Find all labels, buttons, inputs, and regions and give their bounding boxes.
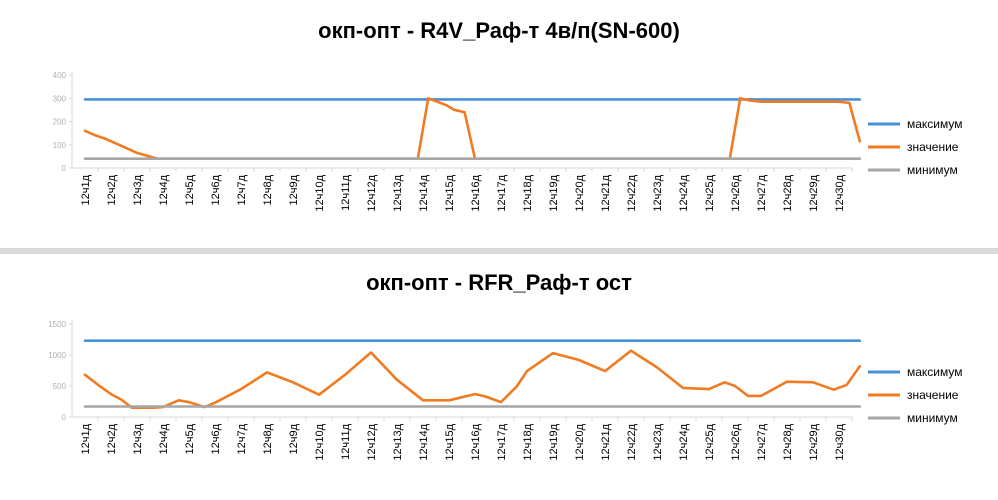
x-tick-label: 12ч7д [236,423,248,454]
x-tick-label: 12ч24д [678,174,690,211]
x-tick-label: 12ч27д [756,423,768,460]
legend-label-2: минимум [907,411,958,425]
x-tick-label: 12ч24д [678,423,690,460]
legend-label-1: значение [907,388,959,402]
legend-label-2: минимум [907,163,958,177]
y-tick-label: 100 [53,141,67,150]
x-tick-label: 12ч13д [392,423,404,460]
x-tick-label: 12ч25д [704,174,716,211]
x-tick-label: 12ч23д [652,423,664,460]
legend-label-0: максимум [907,365,963,379]
x-tick-label: 12ч5д [184,423,196,454]
x-tick-label: 12ч29д [808,174,820,211]
x-tick-label: 12ч4д [158,423,170,454]
series-line-1 [83,97,862,160]
x-tick-label: 12ч30д [834,423,846,460]
x-tick-label: 12ч9д [288,423,300,454]
x-tick-label: 12ч15д [444,174,456,211]
series-line-1 [83,349,862,409]
x-tick-label: 12ч8д [262,423,274,454]
x-tick-label: 12ч3д [132,423,144,454]
x-tick-label: 12ч25д [704,423,716,460]
x-tick-label: 12ч23д [652,174,664,211]
x-tick-label: 12ч6д [210,423,222,454]
x-tick-label: 12ч26д [730,174,742,211]
x-tick-label: 12ч16д [470,174,482,211]
x-tick-label: 12ч19д [548,423,560,460]
x-tick-label: 12ч10д [314,174,326,211]
x-tick-label: 12ч1д [80,423,92,454]
x-tick-label: 12ч7д [236,174,248,205]
chart-2-svg: 0 500 1000 1500 12ч1д 12ч2д 12ч3д 12ч4д 12ч5д 12ч… [48,320,963,461]
y-tick-label: 0 [62,164,67,173]
x-tick-label: 12ч20д [574,174,586,211]
y-tick-label: 500 [53,382,67,391]
x-tick-label: 12ч13д [392,174,404,211]
legend-label-1: значение [907,140,959,154]
chart-title-1: окп-опт - R4V_Раф-т 4в/п(SN-600) [318,18,680,43]
y-tick-label: 1500 [48,320,66,329]
x-tick-label: 12ч16д [470,423,482,460]
y-tick-label: 200 [53,118,67,127]
x-tick-label: 12ч21д [600,423,612,460]
x-tick-label: 12ч21д [600,174,612,211]
x-tick-label: 12ч11д [340,423,352,459]
x-tick-label: 12ч12д [366,423,378,460]
x-tick-label: 12ч2д [106,423,118,454]
x-tick-label: 12ч5д [184,174,196,205]
x-tick-label: 12ч22д [626,423,638,460]
x-tick-label: 12ч1д [80,174,92,205]
x-tick-label: 12ч3д [132,174,144,205]
x-tick-label: 12ч15д [444,423,456,460]
y-tick-label: 400 [53,71,67,80]
chart-panel-2: окп-опт - RFR_Раф-т ост 0 500 1000 1500 12ч1… [0,254,998,500]
x-tick-label: 12ч20д [574,423,586,460]
chart-title-2: окп-опт - RFR_Раф-т ост [366,270,632,295]
y-tick-label: 1000 [48,351,66,360]
x-tick-label: 12ч12д [366,174,378,211]
x-tick-label: 12ч10д [314,423,326,460]
x-tick-label: 12ч18д [522,423,534,460]
x-tick-label: 12ч26д [730,423,742,460]
chart-1-svg: 0 100 200 300 400 12ч1д 12ч2д 12ч3д 12ч4д 12ч5д 12… [53,71,963,212]
y-tick-label: 300 [53,94,67,103]
y-tick-label: 0 [62,413,67,422]
chart-panel-1: окп-опт - R4V_Раф-т 4в/п(SN-600) 0 100 200… [0,0,998,248]
x-tick-label: 12ч28д [782,174,794,211]
legend-label-0: максимум [907,117,963,131]
x-tick-label: 12ч14д [418,423,430,460]
x-tick-label: 12ч18д [522,174,534,211]
x-tick-label: 12ч22д [626,174,638,211]
panel-separator [0,248,998,254]
x-tick-label: 12ч19д [548,174,560,211]
x-tick-label: 12ч2д [106,174,118,205]
x-tick-label: 12ч4д [158,174,170,205]
x-tick-label: 12ч27д [756,174,768,211]
x-tick-label: 12ч29д [808,423,820,460]
x-tick-label: 12ч11д [340,174,352,210]
x-tick-label: 12ч28д [782,423,794,460]
x-tick-label: 12ч17д [496,174,508,211]
x-tick-label: 12ч14д [418,174,430,211]
x-tick-label: 12ч30д [834,174,846,211]
x-tick-label: 12ч8д [262,174,274,205]
x-tick-label: 12ч17д [496,423,508,460]
x-tick-label: 12ч6д [210,174,222,205]
x-tick-label: 12ч9д [288,174,300,205]
